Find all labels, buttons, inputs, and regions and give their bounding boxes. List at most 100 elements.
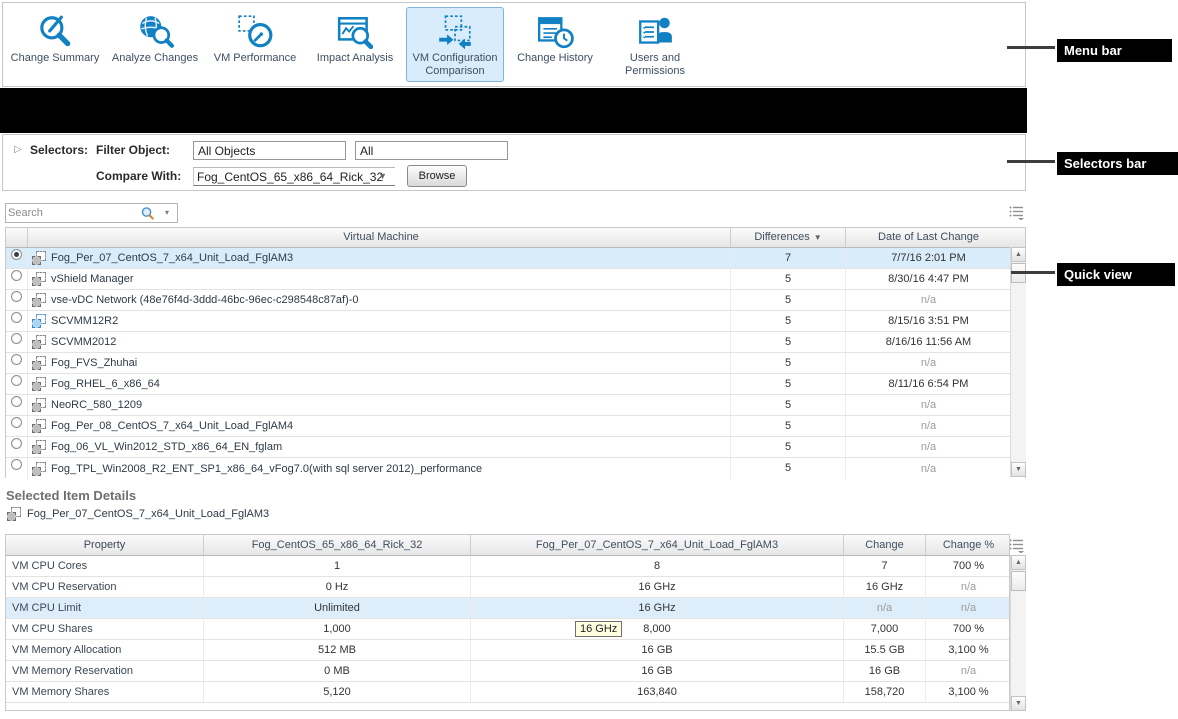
grid-customizer-icon[interactable]: [1008, 538, 1025, 553]
row-radio[interactable]: [11, 332, 22, 344]
menu-item-change-history[interactable]: Change History: [506, 7, 604, 82]
table-row[interactable]: Fog_Per_07_CentOS_7_x64_Unit_Load_FglAM3…: [6, 248, 1025, 269]
users-and-permissions-icon: [639, 17, 672, 44]
vm-icon: [32, 251, 46, 265]
vm-icon: [32, 335, 46, 349]
vm-icon: [32, 272, 46, 286]
grid-customizer-icon[interactable]: [1008, 205, 1025, 220]
differences-column-header[interactable]: Differences ▼: [731, 228, 846, 247]
menu-bar-callout: Menu bar: [1057, 39, 1172, 62]
compare-with-label: Compare With:: [96, 169, 182, 183]
vm-performance-icon: [238, 15, 273, 48]
row-radio[interactable]: [11, 290, 22, 302]
collapse-expander-icon[interactable]: ▷: [14, 144, 22, 155]
compare-with-dropdown[interactable]: Fog_CentOS_65_x86_64_Rick_32 ▼: [193, 167, 395, 186]
menu-item-vm-performance[interactable]: VM Performance: [206, 7, 304, 82]
vm-icon: [7, 507, 21, 521]
selected-item: Fog_Per_07_CentOS_7_x64_Unit_Load_FglAM3: [7, 507, 269, 521]
scroll-down-button[interactable]: ▼: [1011, 462, 1026, 477]
menu-item-users-and-permissions[interactable]: Users and Permissions: [606, 7, 704, 82]
menu-item-label: VM Performance: [213, 52, 297, 64]
table-row[interactable]: VM CPU Shares 1,000 16 GHz 8,000 7,000 7…: [6, 619, 1009, 640]
search-icon[interactable]: [140, 206, 155, 221]
vm-list-table: Virtual Machine Differences ▼ Date of Las…: [5, 227, 1026, 479]
search-options-chevron-icon[interactable]: ▾: [164, 208, 169, 217]
property-column-header[interactable]: Property: [6, 535, 204, 555]
selectors-label: Selectors:: [30, 143, 89, 157]
row-radio[interactable]: [11, 374, 22, 386]
comparison-header-row: Property Fog_CentOS_65_x86_64_Rick_32 Fo…: [6, 535, 1009, 556]
table-row[interactable]: Fog_RHEL_6_x86_64 5 8/11/16 6:54 PM: [6, 374, 1025, 395]
comparison-table: Property Fog_CentOS_65_x86_64_Rick_32 Fo…: [5, 534, 1010, 711]
table-row[interactable]: Fog_FVS_Zhuhai 5 n/a: [6, 353, 1025, 374]
vm1-column-header[interactable]: Fog_CentOS_65_x86_64_Rick_32: [204, 535, 471, 555]
table-row[interactable]: Fog_TPL_Win2008_R2_ENT_SP1_x86_64_vFog7.…: [6, 458, 1025, 479]
menu-item-analyze-changes[interactable]: Analyze Changes: [106, 7, 204, 82]
table-row[interactable]: Fog_06_VL_Win2012_STD_x86_64_EN_fglam 5 …: [6, 437, 1025, 458]
selected-item-details-heading: Selected Item Details: [6, 488, 137, 503]
menu-item-label: Analyze Changes: [111, 52, 199, 64]
compare-with-value: Fog_CentOS_65_x86_64_Rick_32: [197, 170, 384, 184]
scroll-up-button[interactable]: ▲: [1011, 555, 1026, 570]
redacted-banner: [0, 88, 1027, 133]
table-row[interactable]: VM CPU Limit Unlimited 16 GHz n/a n/a: [6, 598, 1009, 619]
menu-item-label: Impact Analysis: [316, 52, 394, 64]
change-pct-column-header[interactable]: Change %: [942, 539, 995, 551]
search-input[interactable]: [8, 205, 128, 221]
date-of-last-change-column-header[interactable]: Date of Last Change: [878, 231, 979, 243]
table-row[interactable]: SCVMM2012 5 8/16/16 11:56 AM: [6, 332, 1025, 353]
menu-item-label: Users and Permissions: [625, 52, 685, 77]
vm-icon: [32, 377, 46, 391]
menu-item-vm-configuration-comparison[interactable]: VM Configuration Comparison: [406, 7, 504, 82]
table-row[interactable]: Fog_Per_08_CentOS_7_x64_Unit_Load_FglAM4…: [6, 416, 1025, 437]
table-row[interactable]: VM Memory Reservation 0 MB 16 GB 16 GB n…: [6, 661, 1009, 682]
virtual-machine-column-header: Virtual Machine: [343, 231, 419, 243]
vm-list-scrollbar[interactable]: ▲ ▼: [1010, 247, 1026, 477]
row-radio[interactable]: [11, 311, 22, 323]
callout-line: [1007, 46, 1055, 49]
callout-line: [1011, 271, 1055, 274]
vm-icon: [32, 440, 46, 454]
vm-icon: [32, 293, 46, 307]
table-row[interactable]: VM Memory Allocation 512 MB 16 GB 15.5 G…: [6, 640, 1009, 661]
value-tooltip: 16 GHz: [575, 621, 623, 637]
table-row[interactable]: vShield Manager 5 8/30/16 4:47 PM: [6, 269, 1025, 290]
table-row[interactable]: VM Memory Shares 5,120 163,840 158,720 3…: [6, 682, 1009, 703]
menu-item-label: Change Summary: [10, 52, 100, 64]
scroll-up-button[interactable]: ▲: [1011, 247, 1026, 262]
row-radio[interactable]: [11, 248, 22, 260]
menu-bar: Change Summary Analyze Changes VM Perfor…: [2, 2, 1026, 87]
scrollbar-thumb[interactable]: [1011, 571, 1026, 591]
row-radio[interactable]: [11, 395, 22, 407]
impact-analysis-icon: [337, 17, 374, 50]
vm2-column-header[interactable]: Fog_Per_07_CentOS_7_x64_Unit_Load_FglAM3: [471, 535, 844, 555]
change-history-icon: [538, 17, 574, 49]
scroll-down-button[interactable]: ▼: [1011, 696, 1026, 711]
row-radio[interactable]: [11, 416, 22, 428]
table-row[interactable]: SCVMM12R2 5 8/15/16 3:51 PM: [6, 311, 1025, 332]
table-row[interactable]: VM CPU Cores 1 8 7 700 %: [6, 556, 1009, 577]
sort-desc-icon: ▼: [813, 233, 822, 242]
vm-icon: [32, 461, 46, 476]
comparison-scrollbar[interactable]: ▲ ▼: [1010, 555, 1026, 711]
row-radio[interactable]: [11, 269, 22, 281]
filter-object-label: Filter Object:: [96, 143, 171, 157]
row-radio[interactable]: [11, 437, 22, 449]
filter-type-input[interactable]: [355, 141, 508, 160]
menu-item-impact-analysis[interactable]: Impact Analysis: [306, 7, 404, 82]
selectors-bar-callout: Selectors bar: [1057, 152, 1178, 175]
menu-item-change-summary[interactable]: Change Summary: [6, 7, 104, 82]
chevron-down-icon: ▼: [378, 171, 387, 181]
table-row[interactable]: NeoRC_580_1209 5 n/a: [6, 395, 1025, 416]
change-column-header[interactable]: Change: [844, 535, 926, 555]
table-row[interactable]: VM CPU Reservation 0 Hz 16 GHz 16 GHz n/…: [6, 577, 1009, 598]
row-radio[interactable]: [11, 353, 22, 365]
row-radio[interactable]: [11, 458, 22, 470]
vm-icon: [32, 314, 46, 328]
browse-button[interactable]: Browse: [407, 165, 467, 187]
selected-item-name: Fog_Per_07_CentOS_7_x64_Unit_Load_FglAM3: [27, 508, 270, 520]
table-row[interactable]: vse-vDC Network (48e76f4d-3ddd-46bc-96ec…: [6, 290, 1025, 311]
filter-object-input[interactable]: [193, 141, 346, 160]
vm-icon: [32, 419, 46, 433]
analyze-changes-icon: [140, 16, 174, 48]
